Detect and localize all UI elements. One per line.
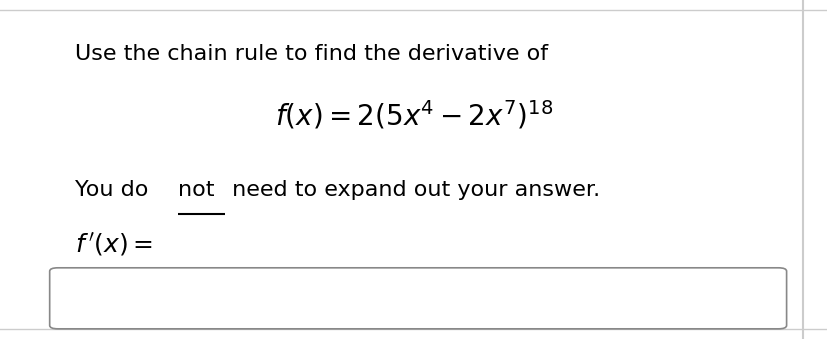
FancyBboxPatch shape [50,268,786,329]
Text: Use the chain rule to find the derivative of: Use the chain rule to find the derivativ… [74,44,547,64]
Text: $f\,'(x) =$: $f\,'(x) =$ [74,231,152,258]
Text: not: not [178,180,215,200]
Text: $f(x) = 2\left(5x^4 - 2x^7\right)^{18}$: $f(x) = 2\left(5x^4 - 2x^7\right)^{18}$ [275,99,552,132]
Text: You do: You do [74,180,155,200]
Text: need to expand out your answer.: need to expand out your answer. [225,180,600,200]
